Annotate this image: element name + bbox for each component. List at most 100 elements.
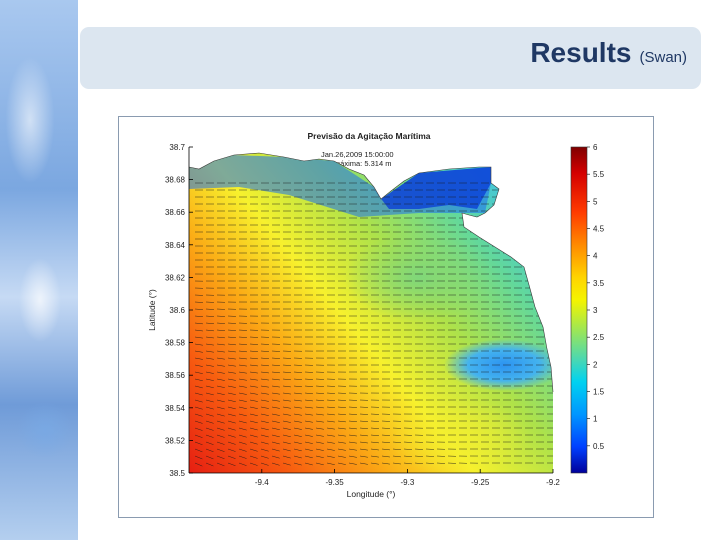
wave-direction-arrow xyxy=(326,462,335,465)
wave-direction-arrow xyxy=(381,455,390,458)
wave-direction-arrow xyxy=(216,448,225,452)
wave-direction-arrow xyxy=(227,427,236,431)
wave-direction-arrow xyxy=(304,462,313,466)
wave-direction-arrow xyxy=(326,406,335,409)
wave-direction-arrow xyxy=(216,462,225,467)
wave-direction-arrow xyxy=(304,385,313,387)
wave-direction-arrow xyxy=(271,357,280,359)
wave-direction-arrow xyxy=(194,371,203,374)
wave-direction-arrow xyxy=(359,420,368,422)
wave-direction-arrow xyxy=(359,462,368,465)
wave-direction-arrow xyxy=(238,343,247,345)
wave-direction-arrow xyxy=(194,364,203,367)
wave-direction-arrow xyxy=(293,441,302,444)
sea-field xyxy=(189,153,553,473)
wave-direction-arrow xyxy=(205,336,214,339)
wave-direction-arrow xyxy=(348,434,357,437)
wave-direction-arrow xyxy=(216,427,225,431)
wave-direction-arrow xyxy=(293,462,302,466)
wave-direction-arrow xyxy=(205,364,214,367)
slide-title: Results (Swan) xyxy=(530,37,687,69)
wave-direction-arrow xyxy=(194,448,203,453)
wave-direction-arrow xyxy=(282,420,291,423)
wave-direction-arrow xyxy=(271,378,280,381)
wave-direction-arrow xyxy=(260,378,269,381)
colorbar-tick-label: 3 xyxy=(593,306,598,315)
wave-direction-arrow xyxy=(293,455,302,459)
wave-direction-arrow xyxy=(205,322,214,324)
y-tick-label: 38.6 xyxy=(169,306,185,315)
wave-direction-arrow xyxy=(216,343,225,346)
wave-direction-arrow xyxy=(337,455,346,458)
wave-direction-arrow xyxy=(392,434,401,436)
wave-direction-arrow xyxy=(216,406,225,410)
wave-direction-arrow xyxy=(326,392,335,394)
wave-direction-arrow xyxy=(315,448,324,451)
wave-direction-arrow xyxy=(227,329,236,331)
decorative-water-strip xyxy=(0,0,78,540)
wave-direction-arrow xyxy=(282,364,291,366)
wave-direction-arrow xyxy=(271,413,280,416)
wave-direction-arrow xyxy=(315,392,324,394)
wave-direction-arrow xyxy=(271,364,280,366)
wave-direction-arrow xyxy=(282,462,291,466)
wave-direction-arrow xyxy=(238,413,247,417)
wave-direction-arrow xyxy=(205,462,214,467)
wave-direction-arrow xyxy=(370,441,379,444)
wave-direction-arrow xyxy=(216,336,225,339)
wave-direction-arrow xyxy=(227,357,236,360)
wave-direction-arrow xyxy=(260,399,269,402)
wave-direction-arrow xyxy=(194,329,203,332)
wave-direction-arrow xyxy=(205,434,214,438)
wave-direction-arrow xyxy=(238,441,247,445)
wave-direction-arrow xyxy=(227,371,236,374)
wave-direction-arrow xyxy=(227,350,236,353)
wave-direction-arrow xyxy=(293,434,302,437)
wave-direction-arrow xyxy=(205,455,214,460)
wave-direction-arrow xyxy=(326,434,335,437)
wave-direction-arrow xyxy=(205,378,214,381)
wave-direction-arrow xyxy=(348,406,357,408)
wave-direction-arrow xyxy=(205,392,214,396)
wave-direction-arrow xyxy=(271,420,280,423)
wave-direction-arrow xyxy=(260,455,269,459)
wave-direction-arrow xyxy=(249,462,258,466)
wave-direction-arrow xyxy=(249,448,258,452)
x-tick-label: -9.35 xyxy=(325,478,344,487)
wave-direction-arrow xyxy=(293,378,302,380)
wave-direction-arrow xyxy=(326,420,335,423)
wave-direction-arrow xyxy=(271,371,280,374)
wave-direction-arrow xyxy=(205,413,214,417)
wave-direction-arrow xyxy=(315,385,324,387)
wave-direction-arrow xyxy=(194,420,203,424)
wave-direction-arrow xyxy=(194,406,203,410)
x-tick-label: -9.4 xyxy=(255,478,269,487)
wave-direction-arrow xyxy=(216,329,225,331)
wave-direction-arrow xyxy=(216,315,225,317)
wave-direction-arrow xyxy=(403,448,412,450)
wave-direction-arrow xyxy=(238,350,247,353)
wave-direction-arrow xyxy=(260,462,269,466)
wave-direction-arrow xyxy=(348,413,357,415)
wave-direction-arrow xyxy=(227,392,236,395)
wave-direction-arrow xyxy=(194,322,203,325)
wave-direction-arrow xyxy=(348,462,357,465)
wave-direction-arrow xyxy=(216,378,225,381)
wave-direction-arrow xyxy=(216,434,225,438)
wave-direction-arrow xyxy=(348,420,357,423)
wave-direction-arrow xyxy=(260,364,269,367)
y-tick-label: 38.7 xyxy=(169,143,185,152)
wave-direction-arrow xyxy=(260,392,269,395)
wave-direction-arrow xyxy=(249,413,258,416)
wave-direction-arrow xyxy=(304,392,313,395)
wave-direction-arrow xyxy=(282,441,291,445)
wave-direction-arrow xyxy=(205,350,214,353)
wave-direction-arrow xyxy=(304,427,313,430)
wave-direction-arrow xyxy=(194,413,203,417)
wave-direction-arrow xyxy=(271,399,280,402)
wave-direction-arrow xyxy=(194,427,203,431)
wave-direction-arrow xyxy=(348,448,357,451)
wave-direction-arrow xyxy=(260,357,269,359)
wave-direction-arrow xyxy=(315,406,324,409)
slide-title-main: Results xyxy=(530,37,632,68)
